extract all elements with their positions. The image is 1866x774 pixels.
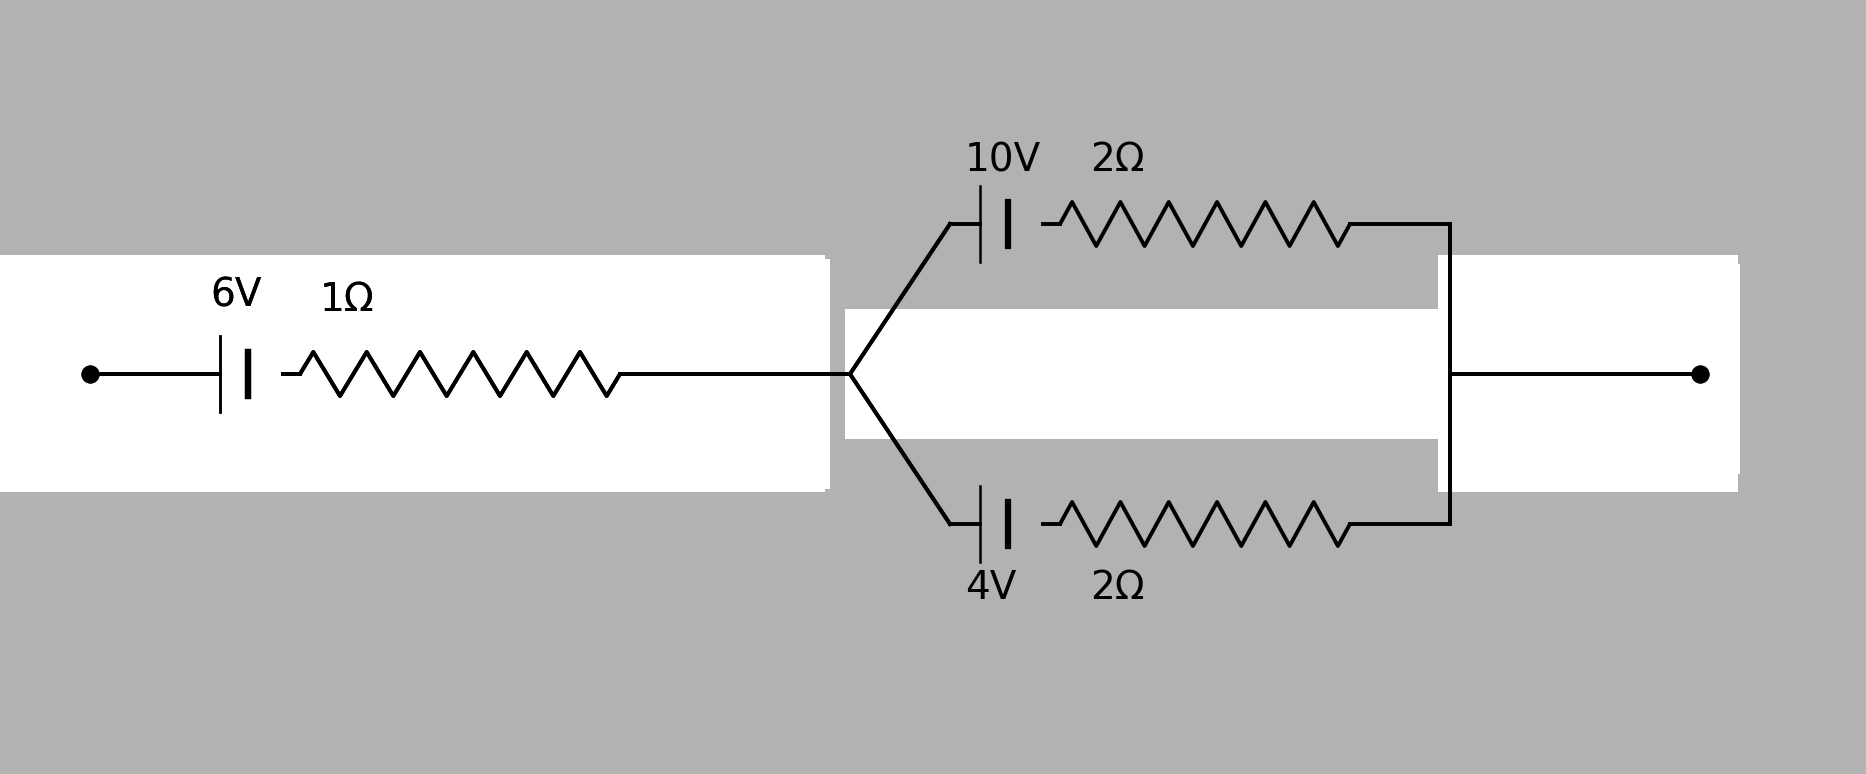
Bar bbox=[851, 314, 1480, 434]
Text: 6V: 6V bbox=[211, 276, 261, 314]
Text: 10V: 10V bbox=[965, 141, 1041, 179]
Text: 6V: 6V bbox=[211, 276, 261, 314]
Text: 4V: 4V bbox=[965, 569, 1017, 607]
Bar bbox=[1441, 264, 1739, 474]
Text: 1Ω: 1Ω bbox=[319, 281, 375, 319]
Text: 2Ω: 2Ω bbox=[1090, 141, 1144, 179]
Text: 1Ω: 1Ω bbox=[319, 281, 375, 319]
Text: 2Ω: 2Ω bbox=[1090, 569, 1144, 607]
Bar bbox=[1439, 255, 1737, 492]
Bar bbox=[845, 309, 1459, 439]
Bar bbox=[0, 259, 830, 489]
Bar bbox=[0, 255, 825, 492]
